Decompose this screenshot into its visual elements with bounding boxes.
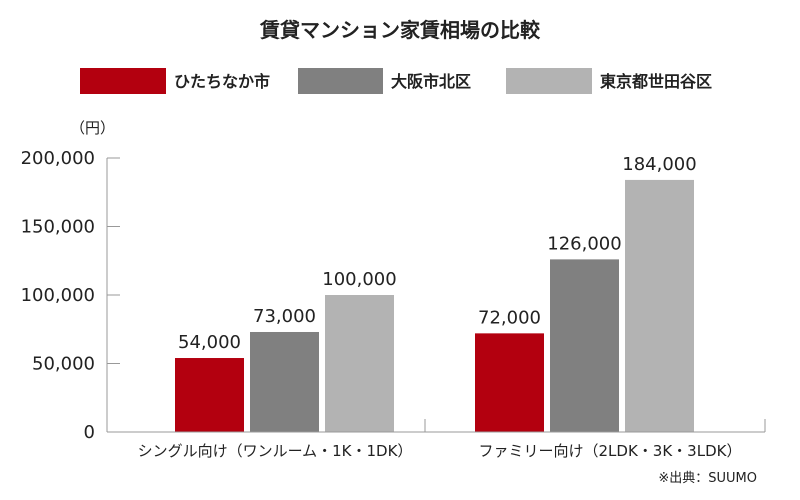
bar-2-2 <box>550 259 619 432</box>
legend-swatch-1 <box>80 68 166 94</box>
bar-1-3 <box>325 295 394 432</box>
data-label-1-2: 73,000 <box>253 306 316 327</box>
data-label-1-3: 100,000 <box>322 269 396 290</box>
legend-swatch-3 <box>506 68 592 94</box>
legend-label-3: 東京都世田谷区 <box>600 72 712 91</box>
chart-title: 賃貸マンション家賃相場の比較 <box>259 18 541 42</box>
y-tick-label: 150,000 <box>21 217 95 238</box>
legend-swatch-2 <box>298 68 383 94</box>
y-tick-label: 100,000 <box>21 285 95 306</box>
bar-1-2 <box>250 331 319 432</box>
legend-label-2: 大阪市北区 <box>391 72 471 91</box>
x-axis: シングル向け（ワンルーム・1K・1DK） ファミリー向け（2LDK・3K・3LDK… <box>107 419 766 460</box>
data-label-2-2: 126,000 <box>547 233 621 254</box>
legend: ひたちなか市 大阪市北区 東京都世田谷区 <box>80 68 712 94</box>
y-tick-label: 0 <box>84 422 95 443</box>
y-tick-label: 50,000 <box>32 354 95 375</box>
source-note: ※出典：SUUMO <box>658 471 757 486</box>
data-label-1-1: 54,000 <box>178 332 241 353</box>
y-tick-label: 200,000 <box>21 148 95 169</box>
bar-2-3 <box>625 179 694 432</box>
bar-2-1 <box>475 333 544 432</box>
bar-1-1 <box>175 358 244 432</box>
y-axis: 0 50,000 100,000 150,000 200,000 <box>21 148 120 443</box>
data-label-2-1: 72,000 <box>478 307 541 328</box>
legend-label-1: ひたちなか市 <box>174 72 270 91</box>
y-unit-label: （円） <box>70 119 115 137</box>
bars: 54,000 73,000 100,000 72,000 126,000 184,000 <box>175 154 697 432</box>
data-label-2-3: 184,000 <box>622 154 696 175</box>
category-label-2: ファミリー向け（2LDK・3K・3LDK） <box>479 442 742 460</box>
category-label-1: シングル向け（ワンルーム・1K・1DK） <box>138 442 413 460</box>
